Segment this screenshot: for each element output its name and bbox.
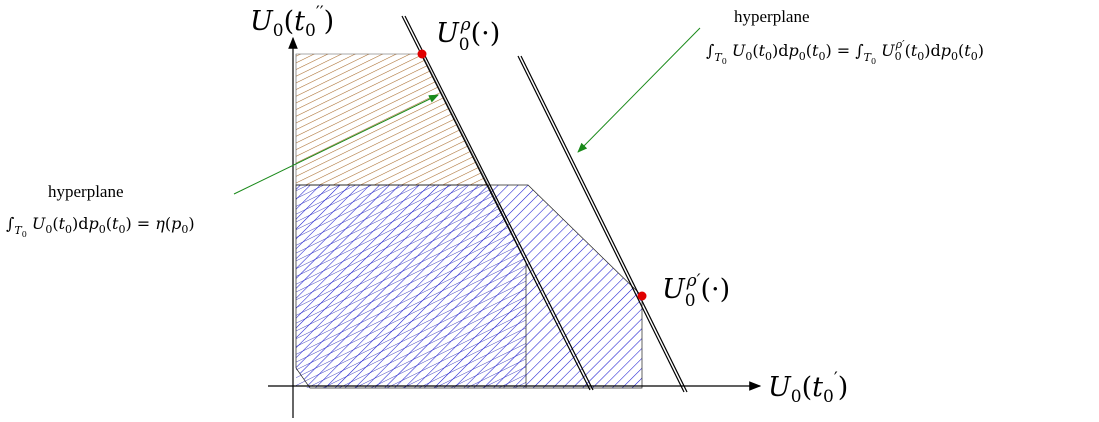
x-axis-label: U0(t0′) [768,369,848,407]
brown-hatched-region [295,53,489,186]
right-annotation-arrow [577,27,701,153]
blue-hatched-region [295,184,643,389]
point-rho [417,49,427,59]
blue-inner-boundary [296,184,527,388]
left-annotation-title: hyperplane [48,182,124,201]
right-annotation-title: hyperplane [734,7,810,26]
hyperplane-line-rho-prime [517,55,688,393]
hyperplane-line-rho [401,15,594,391]
rho-point-label: U0ρ(·) [436,15,500,55]
left-annotation-formula: ∫T0 U0(t0)dp0(t0) = η(p0) [6,214,195,239]
right-annotation-formula: ∫T0 U0(t0)dp0(t0) = ∫T0 U0ρ′(t0)dp0(t0) [706,38,984,66]
rho-prime-point-label: U0ρ′(·) [662,271,730,311]
point-rho-prime [637,291,647,301]
left-annotation-arrow [233,94,439,195]
y-axis-label: U0(t0′′) [250,3,334,41]
